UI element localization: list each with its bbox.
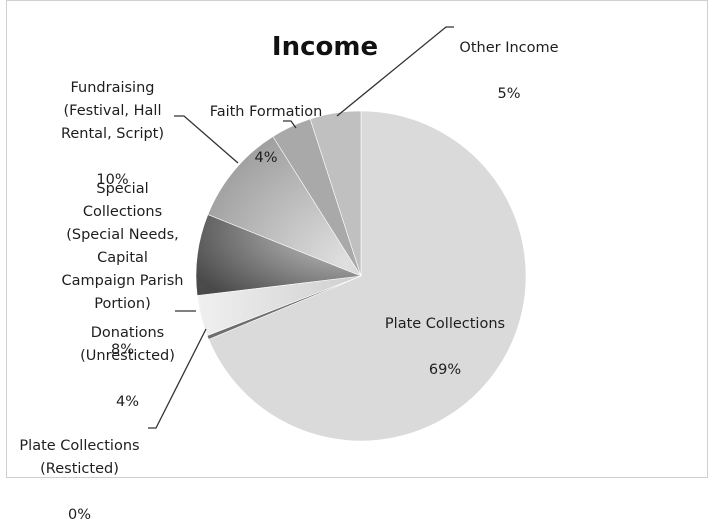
- label-plate-collections-restricted: Plate Collections (Resticted) 0%: [12, 412, 147, 527]
- slice-label: Special Collections (Special Needs, Capi…: [61, 181, 184, 312]
- slice-label: Plate Collections (Resticted): [19, 438, 140, 477]
- slice-fundraising: [207, 136, 362, 277]
- slice-label: Donations (Unresticted): [80, 325, 175, 364]
- slice-label: Faith Formation: [209, 104, 323, 120]
- slice-value: 8%: [110, 342, 134, 358]
- leader-other-income: [336, 26, 454, 117]
- label-special-collections: Special Collections (Special Needs, Capi…: [55, 155, 190, 362]
- slice-value: 4%: [115, 394, 139, 410]
- label-fundraising: Fundraising (Festival, Hall Rental, Scri…: [50, 54, 175, 192]
- label-plate-collections: Plate Collections 69%: [375, 290, 515, 382]
- leader-fundraising: [174, 115, 239, 164]
- leader-faith-formation: [283, 120, 297, 129]
- slice-label: Plate Collections: [384, 316, 506, 332]
- slice-value: 5%: [497, 86, 521, 102]
- slice-value: 10%: [96, 172, 129, 188]
- slice-value: 0%: [67, 507, 91, 523]
- slice-other-income: [309, 110, 362, 277]
- label-other-income: Other Income 5%: [448, 14, 570, 106]
- label-donations: Donations (Unresticted) 4%: [70, 299, 185, 414]
- pie-chart: [148, 26, 527, 442]
- slice-label: Fundraising (Festival, Hall Rental, Scri…: [60, 80, 165, 142]
- slice-value: 4%: [254, 150, 278, 166]
- chart-title: Income: [271, 32, 379, 62]
- label-faith-formation: Faith Formation 4%: [200, 78, 332, 170]
- leader-plate-collections-restricted: [148, 328, 207, 429]
- slice-plate-collections: [208, 110, 527, 442]
- slice-label: Other Income: [459, 40, 559, 56]
- slice-value: 69%: [428, 362, 462, 378]
